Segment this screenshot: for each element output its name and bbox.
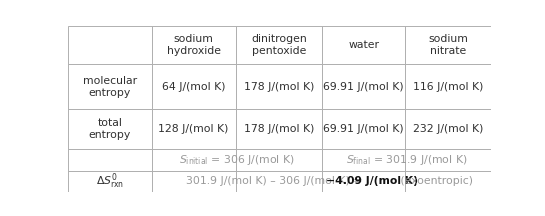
Bar <box>68 171 152 192</box>
Text: 69.91 J/(mol K): 69.91 J/(mol K) <box>324 124 404 134</box>
Bar <box>68 26 152 64</box>
Text: (exoentropic): (exoentropic) <box>397 176 473 186</box>
Bar <box>152 64 235 109</box>
Bar <box>68 64 152 109</box>
Bar <box>322 109 405 149</box>
Text: $\Delta S^0_\mathregular{rxn}$: $\Delta S^0_\mathregular{rxn}$ <box>96 172 124 191</box>
Bar <box>152 171 235 192</box>
Bar <box>405 26 490 64</box>
Text: molecular
entropy: molecular entropy <box>83 76 137 98</box>
Text: sodium
nitrate: sodium nitrate <box>428 34 468 56</box>
Bar <box>68 109 152 149</box>
Text: 301.9 J/(mol K) – 306 J/(mol K) =: 301.9 J/(mol K) – 306 J/(mol K) = <box>186 176 366 186</box>
Bar <box>322 149 405 171</box>
Text: $S_\mathregular{final}$ = 301.9 J/(mol K): $S_\mathregular{final}$ = 301.9 J/(mol K… <box>346 153 467 167</box>
Text: $S_\mathregular{initial}$ = 306 J/(mol K): $S_\mathregular{initial}$ = 306 J/(mol K… <box>179 153 295 167</box>
Text: water: water <box>348 40 379 50</box>
Bar <box>235 171 322 192</box>
Text: 128 J/(mol K): 128 J/(mol K) <box>159 124 229 134</box>
Bar <box>405 109 490 149</box>
Bar <box>235 64 322 109</box>
Text: 64 J/(mol K): 64 J/(mol K) <box>162 82 226 92</box>
Bar <box>405 149 490 171</box>
Text: −4.09 J/(mol K): −4.09 J/(mol K) <box>326 176 418 186</box>
Bar <box>322 64 405 109</box>
Bar <box>152 26 235 64</box>
Text: 232 J/(mol K): 232 J/(mol K) <box>413 124 483 134</box>
Bar <box>235 109 322 149</box>
Bar <box>152 149 235 171</box>
Text: sodium
hydroxide: sodium hydroxide <box>167 34 221 56</box>
Bar <box>68 149 152 171</box>
Bar <box>322 26 405 64</box>
Text: 116 J/(mol K): 116 J/(mol K) <box>413 82 483 92</box>
Bar <box>405 64 490 109</box>
Bar <box>235 26 322 64</box>
Bar <box>322 171 405 192</box>
Text: 178 J/(mol K): 178 J/(mol K) <box>244 124 314 134</box>
Text: dinitrogen
pentoxide: dinitrogen pentoxide <box>251 34 307 56</box>
Text: total
entropy: total entropy <box>89 118 131 140</box>
Text: 69.91 J/(mol K): 69.91 J/(mol K) <box>324 82 404 92</box>
Bar <box>152 109 235 149</box>
Text: 178 J/(mol K): 178 J/(mol K) <box>244 82 314 92</box>
Bar <box>405 171 490 192</box>
Bar <box>235 149 322 171</box>
